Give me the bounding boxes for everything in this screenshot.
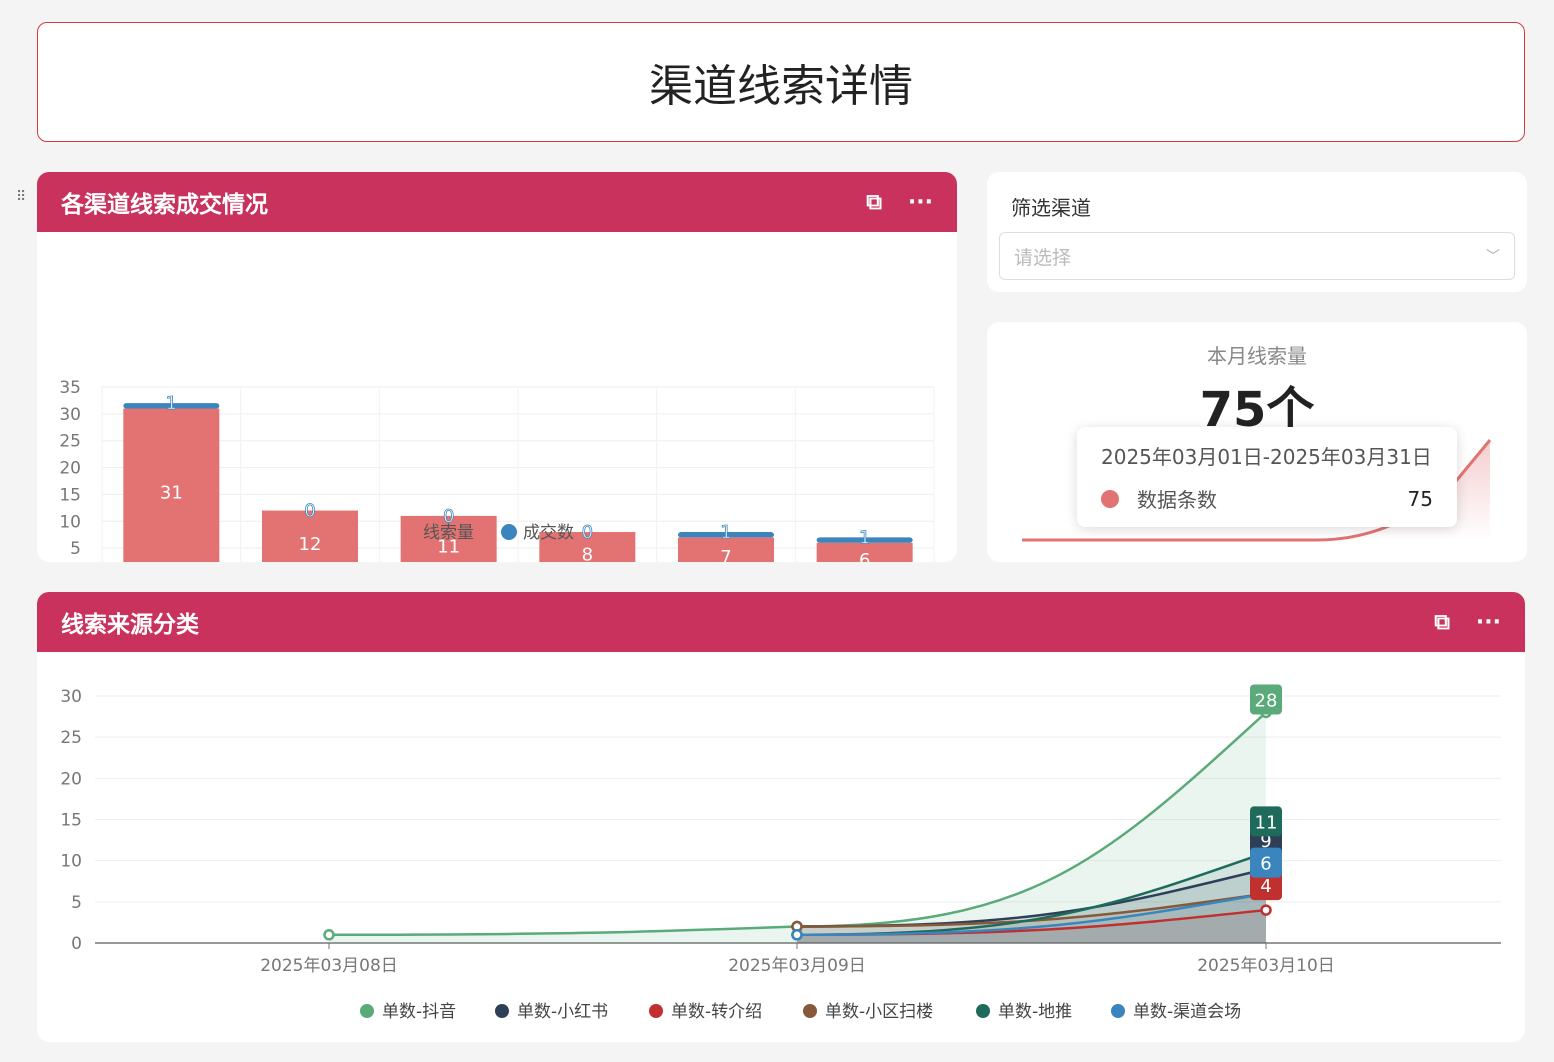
bar-leads bbox=[123, 408, 220, 562]
bar-data-label: 31 bbox=[160, 483, 183, 504]
chevron-down-icon: ﹀ bbox=[1486, 249, 1500, 265]
filter-card: 筛选渠道 请选择 ﹀ bbox=[987, 172, 1527, 292]
y-tick-label: 30 bbox=[59, 405, 81, 425]
x-tick-label: 2025年03月10日 bbox=[1197, 956, 1335, 976]
y-tick-label: 25 bbox=[59, 432, 81, 452]
data-label: 28 bbox=[1255, 690, 1278, 711]
y-tick-label: 10 bbox=[59, 512, 81, 532]
page-title: 渠道线索详情 bbox=[37, 22, 1525, 142]
legend-item: 单数-地推 bbox=[998, 1002, 1072, 1022]
bar-data-label: 1 bbox=[720, 522, 731, 543]
more-dots-icon[interactable]: ··· bbox=[907, 189, 933, 215]
card-header: 线索来源分类 ⧉ ··· bbox=[37, 592, 1525, 652]
y-tick-label: 25 bbox=[60, 728, 82, 748]
legend-dot-icon bbox=[803, 1004, 817, 1018]
bar-data-label: 0 bbox=[443, 506, 454, 527]
data-label-badge bbox=[1250, 806, 1282, 837]
legend-item: 单数-小红书 bbox=[517, 1002, 608, 1022]
series-area bbox=[797, 852, 1266, 943]
y-tick-label: 5 bbox=[71, 893, 82, 913]
x-tick-label: 2025年03月08日 bbox=[260, 956, 398, 976]
bar-data-label: 0 bbox=[304, 501, 315, 522]
series-dot-icon bbox=[1101, 489, 1119, 508]
y-tick-label: 0 bbox=[71, 934, 82, 954]
bar-leads bbox=[678, 537, 774, 562]
bar-data-label: 1 bbox=[166, 393, 177, 414]
legend-item: 单数-抖音 bbox=[382, 1002, 456, 1022]
card-title: 线索来源分类 bbox=[61, 612, 199, 638]
legend-dot-icon bbox=[976, 1004, 990, 1018]
data-point bbox=[791, 929, 803, 941]
kpi-card: 本月线索量 75个 2025年03月01日-2025年03月31日 数据条数 75 bbox=[987, 322, 1527, 562]
bar-data-label: 6 bbox=[859, 550, 870, 562]
legend-item: 线索量 bbox=[423, 523, 474, 543]
series-line bbox=[796, 892, 1267, 937]
bar-data-label: 1 bbox=[859, 527, 870, 548]
bar-data-label: 7 bbox=[720, 547, 731, 562]
data-label: 6 bbox=[1260, 854, 1271, 875]
data-label-badge bbox=[1250, 847, 1282, 878]
series-line bbox=[796, 892, 1267, 928]
legend-item: 成交数 bbox=[523, 523, 574, 543]
y-tick-label: 35 bbox=[59, 378, 81, 398]
bar-deals bbox=[123, 403, 220, 409]
data-label: 9 bbox=[1260, 831, 1271, 852]
bar-data-label: 8 bbox=[582, 545, 593, 562]
filter-label: 筛选渠道 bbox=[1011, 196, 1091, 220]
bar-deals bbox=[816, 537, 913, 543]
legend-item: 单数-渠道会场 bbox=[1133, 1002, 1241, 1022]
more-dots-icon[interactable]: ··· bbox=[1475, 609, 1501, 635]
y-tick-label: 20 bbox=[60, 769, 82, 789]
y-tick-label: 20 bbox=[59, 459, 81, 479]
series-area bbox=[797, 893, 1266, 943]
series-area bbox=[797, 893, 1266, 943]
external-link-icon[interactable]: ⧉ bbox=[1434, 609, 1450, 635]
drag-handle-icon[interactable]: ⠿ bbox=[16, 189, 26, 205]
tooltip-date: 2025年03月01日-2025年03月31日 bbox=[1101, 445, 1432, 469]
tooltip-series: 数据条数 bbox=[1137, 488, 1217, 512]
data-label: 11 bbox=[1255, 812, 1278, 833]
legend-item: 单数-小区扫楼 bbox=[825, 1002, 933, 1022]
line-chart-card: 线索来源分类 ⧉ ··· 0 5 10 15 20 25 30 2025年03月08日 2025年… bbox=[37, 592, 1525, 1042]
bar-leads bbox=[816, 542, 913, 562]
legend-item: 单数-转介绍 bbox=[671, 1002, 762, 1022]
channel-select[interactable]: 请选择 ﹀ bbox=[999, 232, 1515, 280]
y-tick-label: 15 bbox=[59, 485, 81, 505]
bar-chart: 05101520253035311抖音120地推110小红书80小区扫楼71渠道… bbox=[59, 378, 935, 562]
select-placeholder: 请选择 bbox=[1014, 246, 1072, 269]
legend-dot-icon bbox=[401, 524, 417, 540]
external-link-icon[interactable]: ⧉ bbox=[866, 189, 882, 215]
bar-deals bbox=[678, 532, 774, 538]
bar-chart-card: 各渠道线索成交情况 ⧉··· 05101520253035311抖音120地推1… bbox=[37, 172, 957, 562]
kpi-label: 本月线索量 bbox=[1207, 344, 1307, 368]
data-point bbox=[323, 929, 335, 941]
bar-leads bbox=[539, 532, 636, 562]
y-tick-label: 5 bbox=[70, 539, 81, 559]
tooltip-value: 75 bbox=[1407, 486, 1433, 511]
bar-data-label: 11 bbox=[437, 536, 460, 557]
legend-dot-icon bbox=[495, 1004, 509, 1018]
card-header: 各渠道线索成交情况 ⧉ ··· bbox=[37, 172, 957, 232]
x-tick-label: 2025年03月09日 bbox=[728, 956, 866, 976]
legend-dot-icon bbox=[1111, 1004, 1125, 1018]
series-area bbox=[797, 868, 1266, 943]
data-point bbox=[1260, 904, 1272, 916]
card-title: 各渠道线索成交情况 bbox=[61, 192, 268, 218]
legend-dot-icon bbox=[501, 524, 517, 540]
bar-leads bbox=[262, 510, 358, 562]
legend-dot-icon bbox=[649, 1004, 663, 1018]
bar-data-label: 12 bbox=[299, 534, 322, 555]
data-label-badge bbox=[1250, 684, 1282, 715]
line-chart: 0 5 10 15 20 25 30 2025年03月08日 2025年03月09日 2025年0… bbox=[60, 684, 1501, 1022]
bar-leads bbox=[400, 515, 497, 562]
bar-data-label: 0 bbox=[582, 522, 593, 543]
y-tick-label: 10 bbox=[60, 852, 82, 872]
legend-dot-icon bbox=[360, 1004, 374, 1018]
y-tick-label: 15 bbox=[60, 811, 82, 831]
data-label: 4 bbox=[1260, 876, 1271, 897]
y-tick-label: 30 bbox=[60, 687, 82, 707]
chart-tooltip: 2025年03月01日-2025年03月31日 数据条数 75 bbox=[1077, 427, 1457, 527]
